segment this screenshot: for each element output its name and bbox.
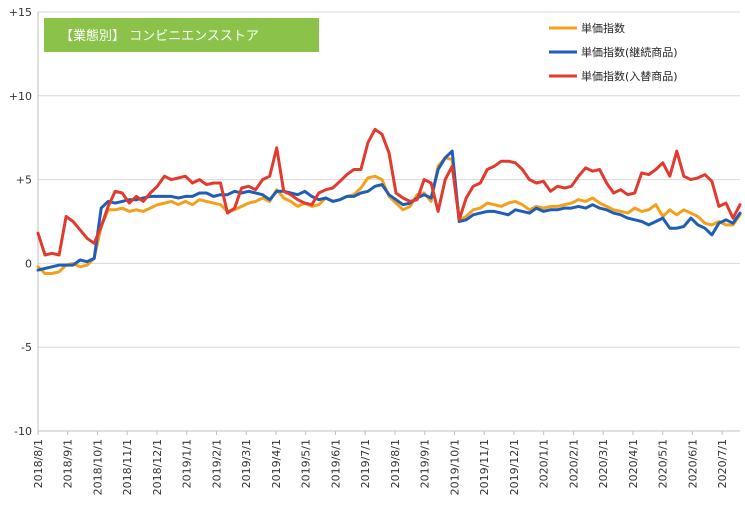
x-tick-label: 2020/7/1 — [716, 439, 729, 488]
chart-title-box: 【業態別】 コンビニエンスストア — [44, 18, 319, 52]
x-tick-label: 2018/9/1 — [62, 439, 75, 488]
y-axis-tick-labels: +15 +10 +5 0 -5 -10 — [9, 6, 32, 438]
x-tick-label: 2020/3/1 — [597, 439, 610, 488]
y-tick-label: +10 — [9, 90, 32, 103]
x-tick-label: 2019/1/1 — [181, 439, 194, 488]
x-tick-label: 2019/5/1 — [300, 439, 313, 488]
legend-item: 単価指数(継続商品) — [549, 45, 678, 59]
x-tick-label: 2020/6/1 — [686, 439, 699, 488]
x-tick-label: 2018/8/1 — [32, 439, 45, 488]
series-line-1 — [36, 156, 742, 275]
x-axis-tick-labels: 2018/8/1 2018/9/1 2018/10/1 2018/11/1 2018/1… — [32, 431, 729, 495]
x-tick-label: 2020/1/1 — [538, 439, 551, 488]
x-tick-label: 2020/4/1 — [627, 439, 640, 488]
y-tick-label: -10 — [14, 425, 32, 438]
y-tick-label: -5 — [21, 341, 32, 354]
y-tick-label: +15 — [9, 6, 32, 19]
axes — [37, 12, 740, 432]
x-tick-label: 2019/7/1 — [359, 439, 372, 488]
x-tick-label: 2019/2/1 — [210, 439, 223, 488]
x-tick-label: 2018/12/1 — [151, 439, 164, 495]
x-tick-label: 2019/6/1 — [329, 439, 342, 488]
legend-label: 単価指数 — [581, 21, 625, 35]
x-tick-label: 2019/9/1 — [419, 439, 432, 488]
y-tick-label: +5 — [16, 174, 32, 187]
chart-title: 【業態別】 コンビニエンスストア — [60, 28, 259, 44]
x-tick-label: 2019/12/1 — [508, 439, 521, 495]
x-tick-label: 2019/4/1 — [270, 439, 283, 488]
x-tick-label: 2019/8/1 — [389, 439, 402, 488]
x-tick-label: 2020/5/1 — [657, 439, 670, 488]
series-line-3 — [36, 127, 742, 257]
series-line-2 — [36, 149, 742, 272]
legend-label: 単価指数(継続商品) — [581, 45, 678, 59]
chart-title-background — [44, 18, 319, 52]
x-tick-label: 2020/2/1 — [567, 439, 580, 488]
x-tick-label: 2018/11/1 — [121, 439, 134, 495]
y-tick-label: 0 — [25, 257, 32, 270]
legend-label: 単価指数(入替商品) — [581, 69, 678, 83]
series-lines — [36, 127, 742, 275]
x-tick-label: 2019/11/1 — [478, 439, 491, 495]
legend-item: 単価指数 — [549, 21, 625, 35]
x-tick-label: 2018/10/1 — [91, 439, 104, 495]
x-tick-label: 2019/3/1 — [240, 439, 253, 488]
x-tick-label: 2019/10/1 — [448, 439, 461, 495]
legend-item: 単価指数(入替商品) — [549, 69, 678, 83]
